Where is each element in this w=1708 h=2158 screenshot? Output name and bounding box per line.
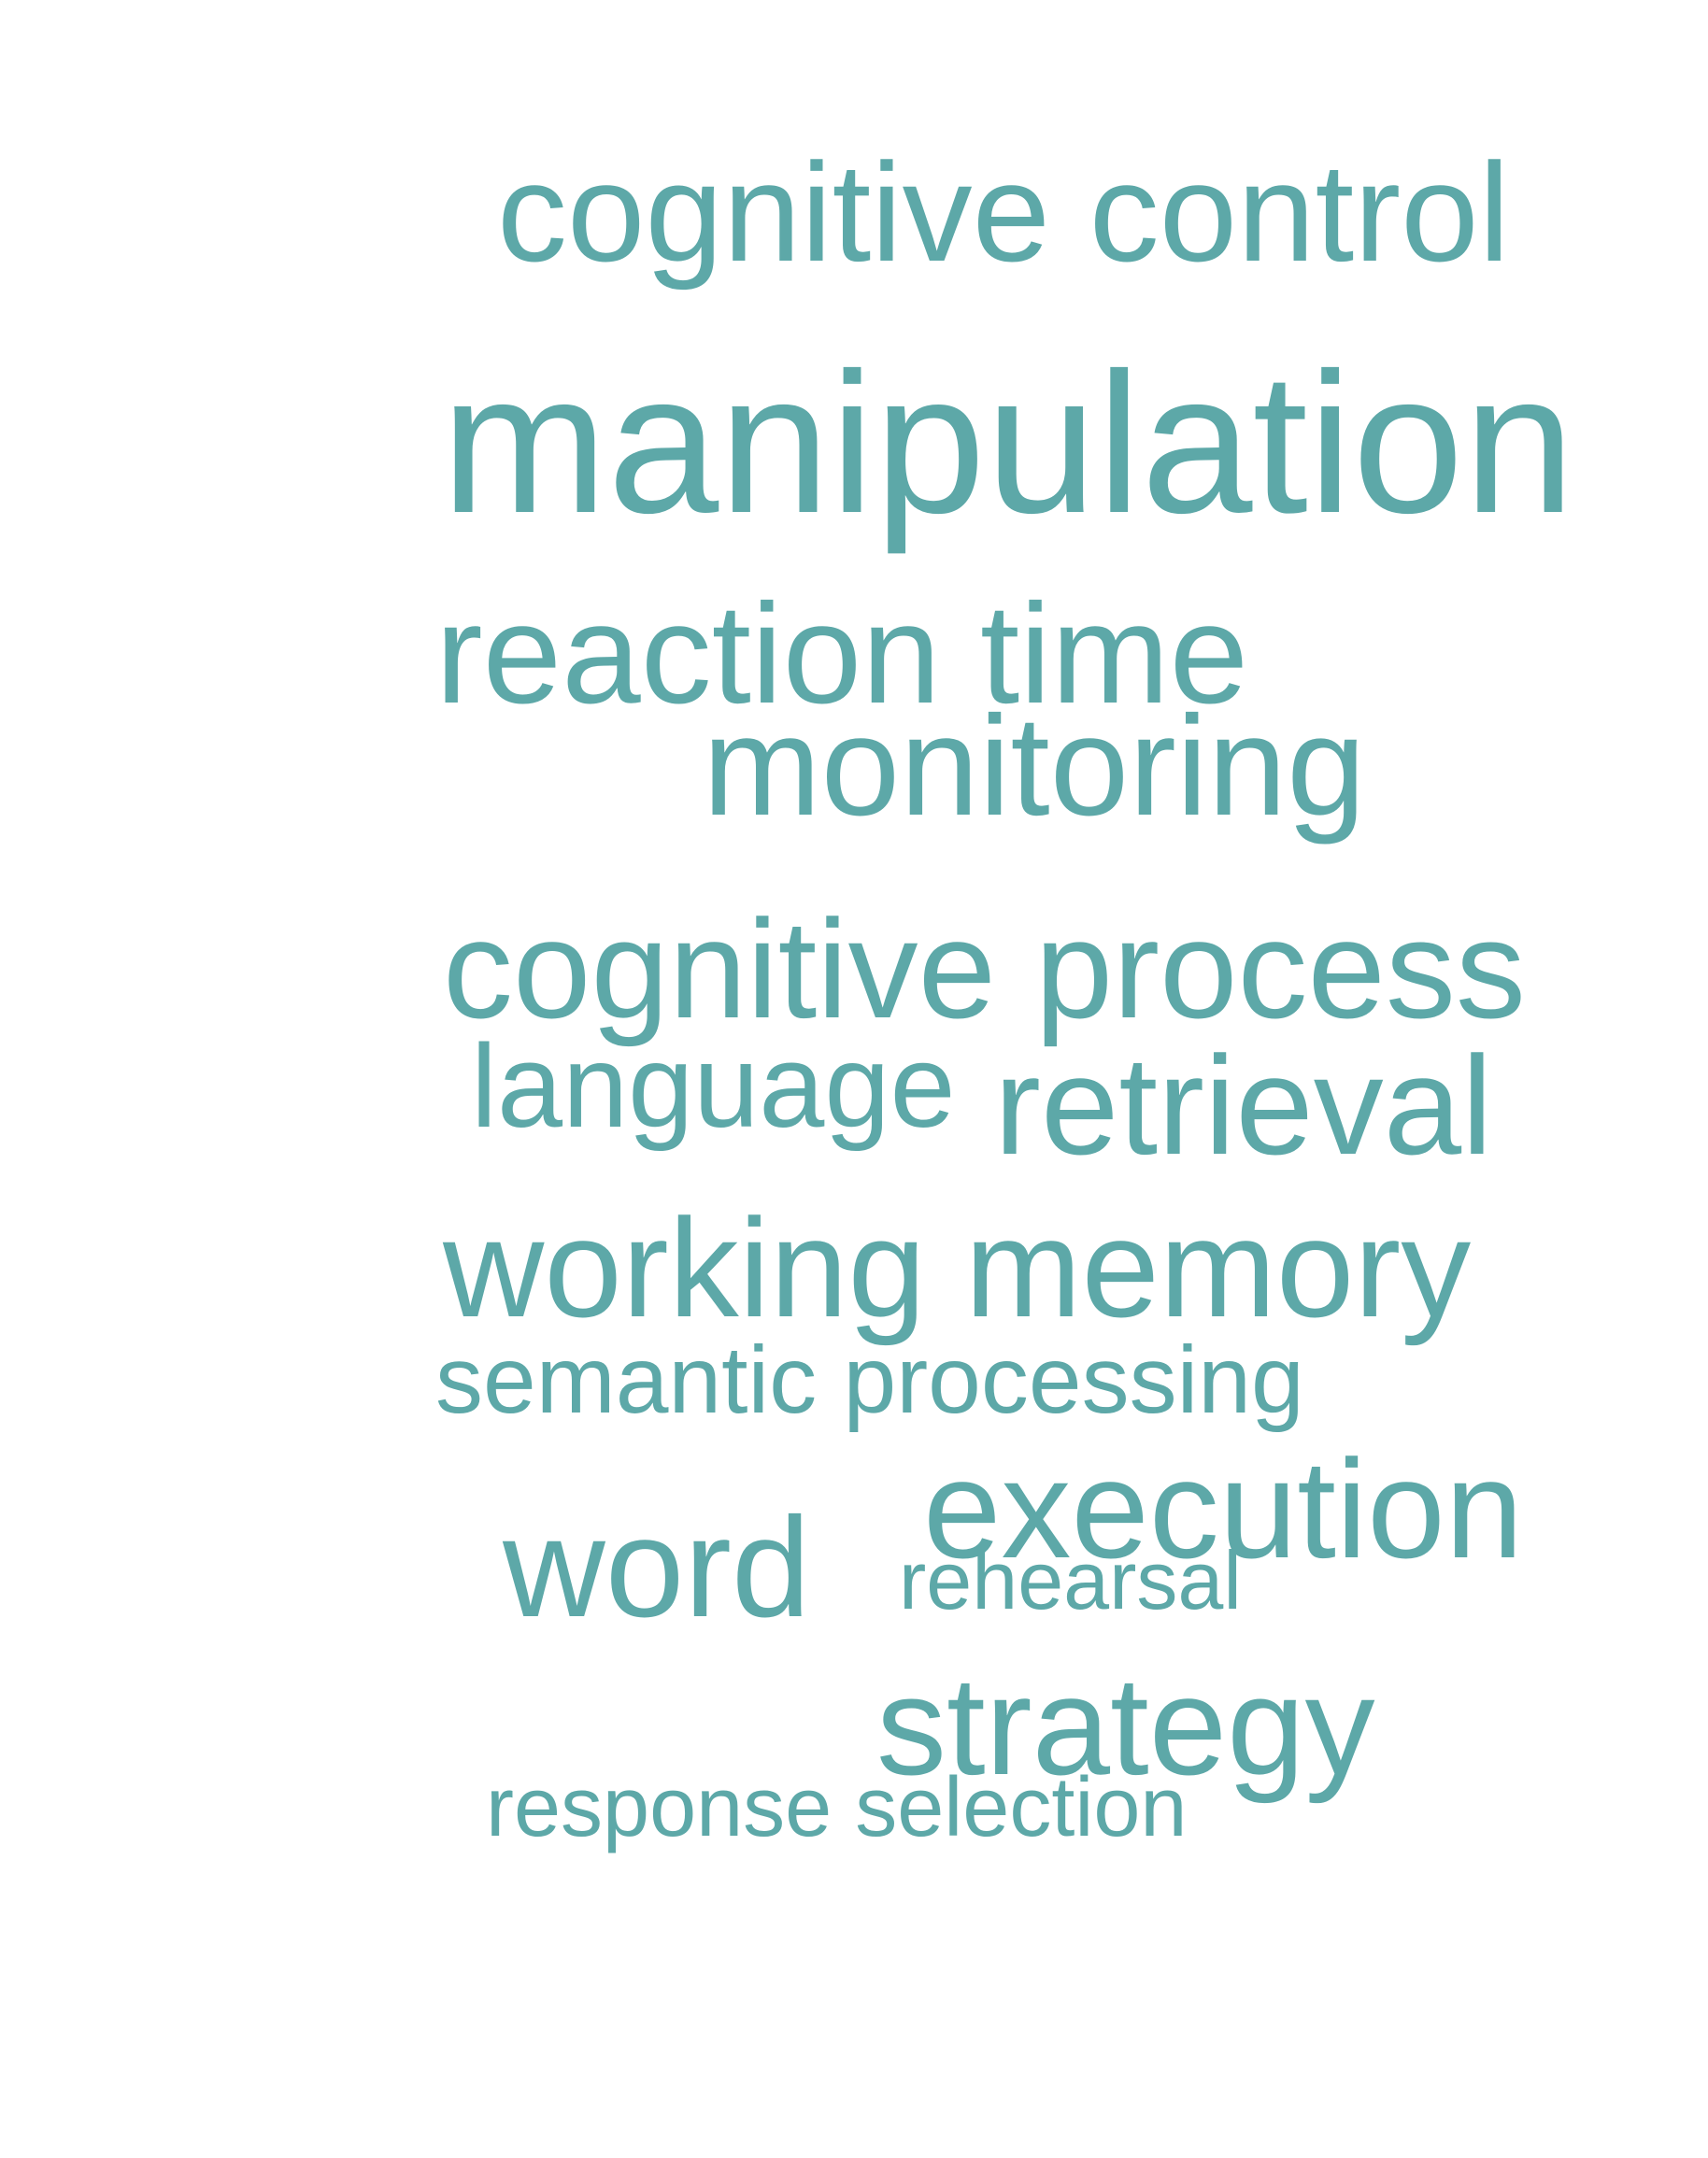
word-reaction-time: reaction time <box>435 575 1249 733</box>
word-retrieval: retrieval <box>994 1027 1493 1184</box>
word-working-memory: working memory <box>443 1189 1472 1346</box>
word-response-selection: response selection <box>486 1761 1188 1854</box>
word-rehearsal: rehearsal <box>899 1534 1242 1626</box>
word-semantic-processing: semantic processing <box>435 1327 1304 1433</box>
word-cognitive-control: cognitive control <box>497 134 1510 291</box>
word-execution: execution <box>923 1430 1524 1587</box>
word-word: word <box>503 1488 811 1647</box>
word-language: language <box>471 1020 956 1152</box>
word-strategy: strategy <box>876 1647 1375 1804</box>
word-manipulation: manipulation <box>441 332 1575 555</box>
word-cognitive-process: cognitive process <box>443 890 1526 1047</box>
word-monitoring: monitoring <box>703 687 1366 845</box>
